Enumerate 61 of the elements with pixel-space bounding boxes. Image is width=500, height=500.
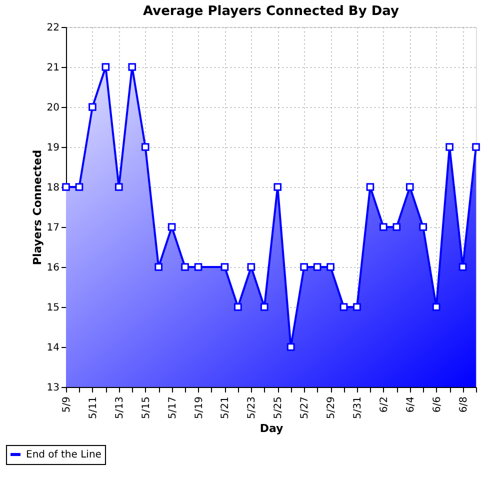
y-tick-label: 17 <box>46 222 60 234</box>
point <box>260 303 268 311</box>
x-tick-label: 6/4 <box>405 396 416 413</box>
x-tick-label: 5/9 <box>62 396 72 413</box>
y-tick-label: 13 <box>46 382 60 394</box>
point <box>419 223 428 231</box>
point <box>220 263 229 271</box>
y-tick-label: 19 <box>46 142 60 154</box>
x-tick-label: 5/13 <box>114 396 126 419</box>
y-tick-label: 16 <box>46 262 60 274</box>
x-tick-label: 5/25 <box>273 396 284 419</box>
x-tick-label: 5/29 <box>326 396 338 419</box>
y-tick-label: 22 <box>46 22 60 34</box>
x-axis-title: Day <box>260 422 284 435</box>
point <box>247 263 256 271</box>
point <box>102 63 110 71</box>
point <box>128 63 136 71</box>
x-tick-label: 5/17 <box>167 396 178 419</box>
point <box>154 263 162 271</box>
point <box>168 223 176 231</box>
point <box>366 183 374 191</box>
x-tick-label: 5/21 <box>220 396 232 419</box>
x-tick-label: 5/27 <box>300 396 311 419</box>
point <box>380 223 388 231</box>
y-tick-label: 18 <box>46 182 60 194</box>
point <box>194 263 202 271</box>
x-tick-label: 5/31 <box>352 396 364 419</box>
point <box>62 183 70 191</box>
point <box>286 343 295 351</box>
y-tick-label: 15 <box>46 302 60 314</box>
point <box>340 303 348 311</box>
point <box>406 183 414 191</box>
point <box>472 143 480 151</box>
point <box>114 183 123 191</box>
point <box>274 183 282 191</box>
x-tick-label: 5/15 <box>140 396 152 419</box>
chart-title: Average Players Connected By Day <box>143 4 400 19</box>
x-tick-label: 5/11 <box>88 396 99 419</box>
point <box>181 263 189 271</box>
y-tick-label: 21 <box>46 62 60 74</box>
point <box>141 143 150 151</box>
y-tick-label: 20 <box>46 102 60 114</box>
point <box>446 143 454 151</box>
point <box>326 263 334 271</box>
y-axis-title: Players Connected <box>30 150 44 266</box>
x-tick-label: 6/6 <box>432 396 443 413</box>
point <box>432 303 440 311</box>
legend-label: End of the Line <box>26 450 102 460</box>
point <box>353 303 361 311</box>
point <box>88 103 96 111</box>
x-tick-label: 5/19 <box>194 396 205 419</box>
x-tick-label: 6/8 <box>458 396 470 413</box>
x-tick-label: 6/2 <box>378 396 390 413</box>
point <box>313 263 322 271</box>
point <box>392 223 401 231</box>
point <box>458 263 467 271</box>
point <box>300 263 308 271</box>
x-tick-label: 5/23 <box>246 396 258 419</box>
point <box>234 303 242 311</box>
point <box>75 183 84 191</box>
y-tick-label: 14 <box>46 342 60 354</box>
